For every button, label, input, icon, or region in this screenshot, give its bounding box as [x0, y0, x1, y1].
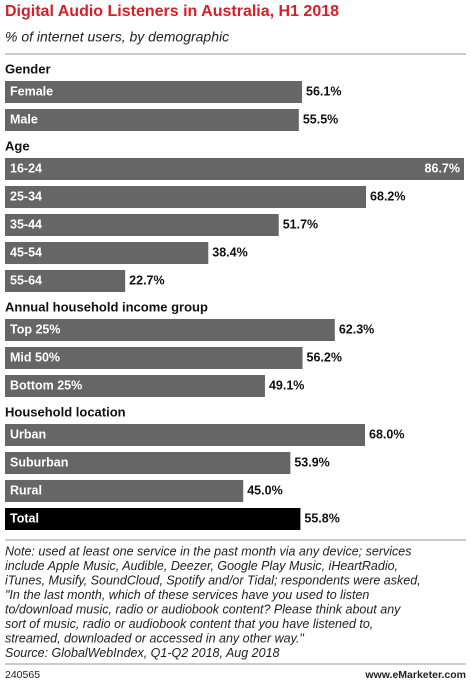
category-label: Mid 50%: [10, 350, 60, 364]
category-label: Top 25%: [10, 322, 60, 336]
note-line: to/download music, radio or audiobook co…: [5, 602, 401, 616]
note-line: include Apple Music, Audible, Deezer, Go…: [5, 559, 398, 573]
value-label: 53.9%: [294, 455, 329, 469]
category-label: Suburban: [10, 455, 68, 469]
bar: [5, 424, 365, 446]
category-label: 55-64: [10, 273, 42, 287]
value-label: 56.2%: [307, 350, 342, 364]
category-label: 25-34: [10, 189, 42, 203]
value-label: 56.1%: [306, 84, 341, 98]
chart-id: 240565: [5, 669, 40, 681]
group-header: Age: [5, 138, 30, 153]
category-label: Urban: [10, 427, 46, 441]
note-line: sort of music, radio or audiobook conten…: [5, 617, 373, 631]
category-label: Total: [10, 511, 39, 525]
note-line: iTunes, Musify, SoundCloud, Spotify and/…: [5, 573, 421, 587]
note-line: "In the last month, which of these servi…: [5, 588, 369, 602]
bar: [5, 319, 335, 341]
value-label: 62.3%: [339, 322, 374, 336]
value-label: 68.2%: [370, 189, 405, 203]
group-header: Annual household income group: [5, 299, 208, 314]
bar: [5, 214, 279, 236]
bar: [5, 347, 303, 369]
value-label: 55.5%: [303, 112, 338, 126]
category-label: Female: [10, 84, 53, 98]
bar: [5, 242, 209, 264]
bar: [5, 452, 291, 474]
chart-subtitle: % of internet users, by demographic: [5, 29, 229, 45]
note-line: Note: used at least one service in the p…: [5, 544, 411, 558]
group-header: Household location: [5, 404, 126, 419]
category-label: Male: [10, 112, 38, 126]
category-label: Bottom 25%: [10, 378, 82, 392]
value-label: 86.7%: [425, 161, 460, 175]
bar: [5, 375, 265, 397]
bar: [5, 270, 126, 292]
bar: [5, 81, 302, 103]
bar: [5, 109, 299, 131]
group-header: Gender: [5, 61, 51, 76]
bar: [5, 186, 367, 208]
value-label: 51.7%: [283, 217, 318, 231]
chart-title: Digital Audio Listeners in Australia, H1…: [5, 3, 339, 20]
category-label: 16-24: [10, 161, 42, 175]
source: Source: GlobalWebIndex, Q1-Q2 2018, Aug …: [5, 646, 280, 660]
category-label: 45-54: [10, 245, 42, 259]
category-label: 35-44: [10, 217, 42, 231]
category-label: Rural: [10, 483, 42, 497]
value-label: 38.4%: [212, 245, 247, 259]
value-label: 49.1%: [269, 378, 304, 392]
brand: www.eMarketer.com: [364, 669, 466, 681]
bar: [5, 508, 301, 530]
note-line: streamed, downloaded or accessed in any …: [5, 631, 304, 645]
bar: [5, 480, 244, 502]
value-label: 55.8%: [304, 511, 339, 525]
bar: [5, 158, 464, 180]
value-label: 22.7%: [129, 273, 164, 287]
value-label: 45.0%: [247, 483, 282, 497]
value-label: 68.0%: [369, 427, 404, 441]
